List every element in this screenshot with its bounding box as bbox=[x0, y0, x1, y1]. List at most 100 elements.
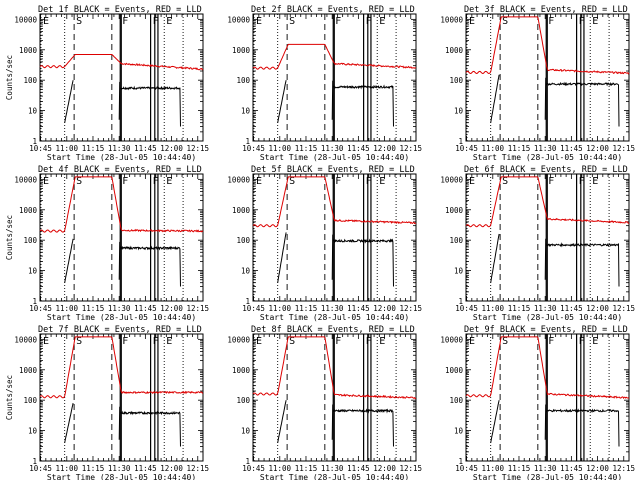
y-tick-label: 10000 bbox=[440, 15, 463, 24]
events-series-line bbox=[544, 77, 620, 127]
panel-6: Det 6f BLACK = Events, RED = LLD 1 10 100 10… bbox=[440, 165, 635, 322]
region-label: F bbox=[122, 16, 128, 27]
x-tick-label: 11:00 bbox=[481, 304, 504, 313]
panel-1: Det 1f BLACK = Events, RED = LLD 1 10 100 10… bbox=[5, 5, 209, 162]
panel-5: Det 5f BLACK = Events, RED = LLD 1 10 100 10… bbox=[227, 165, 422, 322]
x-tick-label: 11:15 bbox=[295, 304, 318, 313]
region-label: F bbox=[366, 16, 372, 27]
region-label: S bbox=[289, 16, 295, 27]
x-tick-label: 11:30 bbox=[321, 464, 344, 473]
y-tick-label: 1000 bbox=[232, 206, 251, 215]
region-label: F bbox=[122, 176, 128, 187]
y-tick-label: 100 bbox=[23, 396, 37, 405]
lld-series-line bbox=[465, 16, 630, 75]
panel-title: Det 8f BLACK = Events, RED = LLD bbox=[251, 325, 415, 335]
x-tick-label: 11:30 bbox=[321, 304, 344, 313]
lld-series-line bbox=[39, 54, 204, 71]
x-tick-label: 11:45 bbox=[347, 144, 370, 153]
x-axis-label: Start Time (28-Jul-05 10:44:40) bbox=[473, 313, 622, 322]
panel-9: Det 9f BLACK = Events, RED = LLD 1 10 100 10… bbox=[440, 325, 635, 480]
x-axis-label: Start Time (28-Jul-05 10:44:40) bbox=[260, 313, 409, 322]
region-label: F bbox=[548, 16, 554, 27]
region-label: F bbox=[579, 16, 585, 27]
events-series-line bbox=[118, 81, 181, 127]
panel-title: Det 7f BLACK = Events, RED = LLD bbox=[38, 325, 202, 335]
x-axis-label: Start Time (28-Jul-05 10:44:40) bbox=[260, 153, 409, 162]
x-tick-label: 11:30 bbox=[108, 144, 131, 153]
x-tick-label: 11:00 bbox=[481, 464, 504, 473]
x-tick-label: 11:00 bbox=[55, 144, 78, 153]
y-tick-label: 10000 bbox=[227, 175, 250, 184]
y-tick-label: 1000 bbox=[445, 46, 464, 55]
y-tick-label: 10 bbox=[454, 267, 464, 276]
region-label: E bbox=[379, 176, 385, 187]
y-tick-label: 100 bbox=[449, 396, 463, 405]
x-tick-label: 12:15 bbox=[399, 144, 422, 153]
y-tick-label: 10000 bbox=[14, 15, 37, 24]
x-tick-label: 11:15 bbox=[82, 464, 105, 473]
panel-title: Det 3f BLACK = Events, RED = LLD bbox=[464, 5, 628, 15]
panel-title: Det 6f BLACK = Events, RED = LLD bbox=[464, 165, 628, 175]
lld-series-line bbox=[252, 43, 417, 70]
region-label: E bbox=[592, 176, 598, 187]
x-tick-label: 12:00 bbox=[160, 144, 183, 153]
x-tick-label: 12:15 bbox=[612, 144, 635, 153]
y-tick-label: 100 bbox=[23, 76, 37, 85]
y-tick-label: 10000 bbox=[14, 175, 37, 184]
panel-title: Det 2f BLACK = Events, RED = LLD bbox=[251, 5, 415, 15]
region-label: F bbox=[335, 176, 341, 187]
region-label: S bbox=[289, 176, 295, 187]
region-label: E bbox=[592, 336, 598, 347]
lld-series-line bbox=[39, 176, 204, 233]
region-label: F bbox=[366, 336, 372, 347]
events-series-line bbox=[118, 406, 181, 447]
y-tick-label: 1 bbox=[32, 137, 37, 146]
y-tick-label: 10 bbox=[241, 267, 251, 276]
panel-7: Det 7f BLACK = Events, RED = LLD 1 10 100 10… bbox=[5, 325, 209, 480]
region-label: F bbox=[579, 336, 585, 347]
region-label: E bbox=[256, 336, 262, 347]
y-axis-label: Counts/sec bbox=[5, 215, 14, 260]
x-tick-label: 11:15 bbox=[508, 464, 531, 473]
x-tick-label: 11:45 bbox=[134, 144, 157, 153]
y-tick-label: 10000 bbox=[440, 335, 463, 344]
y-tick-label: 1 bbox=[458, 457, 463, 466]
region-label: E bbox=[256, 176, 262, 187]
x-axis-label: Start Time (28-Jul-05 10:44:40) bbox=[47, 153, 196, 162]
events-series-line bbox=[64, 238, 74, 283]
region-label: F bbox=[548, 336, 554, 347]
x-tick-label: 12:15 bbox=[399, 464, 422, 473]
region-label: E bbox=[166, 176, 172, 187]
x-tick-label: 11:45 bbox=[560, 144, 583, 153]
region-label: S bbox=[76, 176, 82, 187]
lld-series-line bbox=[252, 176, 417, 228]
x-tick-label: 12:15 bbox=[612, 464, 635, 473]
x-axis-label: Start Time (28-Jul-05 10:44:40) bbox=[47, 313, 196, 322]
region-label: F bbox=[366, 176, 372, 187]
region-label: S bbox=[502, 16, 508, 27]
x-tick-label: 11:15 bbox=[295, 464, 318, 473]
region-label: E bbox=[166, 336, 172, 347]
panel-3: Det 3f BLACK = Events, RED = LLD 1 10 100 10… bbox=[440, 5, 635, 162]
x-tick-label: 12:15 bbox=[186, 464, 209, 473]
x-tick-label: 12:00 bbox=[160, 464, 183, 473]
panel-title: Det 4f BLACK = Events, RED = LLD bbox=[38, 165, 202, 175]
x-tick-label: 11:45 bbox=[560, 304, 583, 313]
region-label: F bbox=[153, 176, 159, 187]
y-tick-label: 1000 bbox=[19, 46, 38, 55]
x-tick-label: 11:45 bbox=[347, 304, 370, 313]
y-tick-label: 1 bbox=[245, 297, 250, 306]
events-series-line bbox=[64, 403, 74, 443]
x-tick-label: 12:00 bbox=[586, 144, 609, 153]
y-axis-label: Counts/sec bbox=[5, 375, 14, 420]
y-tick-label: 10 bbox=[28, 427, 38, 436]
events-series-line bbox=[277, 400, 287, 443]
y-tick-label: 1000 bbox=[19, 366, 38, 375]
panel-title: Det 1f BLACK = Events, RED = LLD bbox=[38, 5, 202, 15]
x-tick-label: 11:45 bbox=[347, 464, 370, 473]
x-tick-label: 11:00 bbox=[268, 304, 291, 313]
region-label: E bbox=[43, 336, 49, 347]
x-tick-label: 10:45 bbox=[455, 464, 478, 473]
x-tick-label: 11:45 bbox=[134, 304, 157, 313]
